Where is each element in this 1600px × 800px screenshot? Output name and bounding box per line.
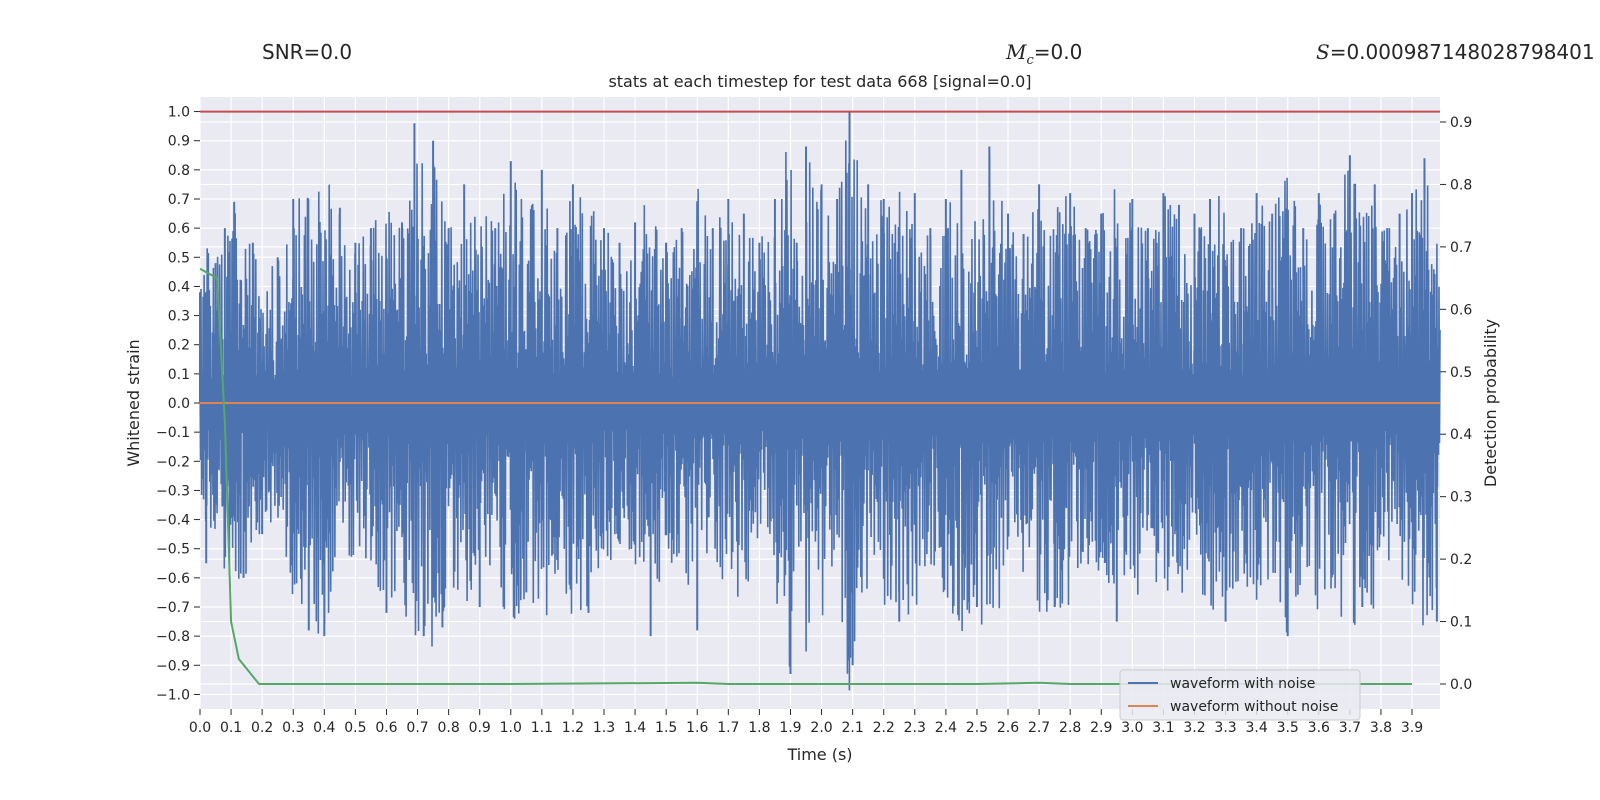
y-tick-label: −0.6 <box>156 571 190 587</box>
x-tick-label: 3.5 <box>1277 720 1299 736</box>
x-tick-label: 2.0 <box>810 720 832 736</box>
y2-tick-label: 0.5 <box>1450 365 1472 381</box>
y-tick-label: −1.0 <box>156 687 190 703</box>
x-tick-label: 0.8 <box>437 720 459 736</box>
legend: waveform with noise waveform without noi… <box>1119 669 1361 721</box>
x-tick-label: 2.5 <box>966 720 988 736</box>
y-axis-ticks: 1.0 0.9 0.8 0.7 0.6 0.5 0.4 0.3 0.2 0.1 0.0 −0.1 −0.… <box>156 105 200 703</box>
s-value: =0.000987148028798401 <box>1329 40 1595 64</box>
legend-label-clean: waveform without noise <box>1170 699 1338 715</box>
y2-tick-label: 0.3 <box>1450 490 1472 506</box>
y-tick-label: −0.4 <box>156 513 190 529</box>
y-tick-label: −0.8 <box>156 629 190 645</box>
y-tick-label: 0.8 <box>168 163 190 179</box>
x-tick-label: 2.3 <box>904 720 926 736</box>
y-tick-label: 0.0 <box>168 396 190 412</box>
x-tick-label: 1.2 <box>562 720 584 736</box>
y2-tick-label: 0.2 <box>1450 552 1472 568</box>
y-tick-label: 0.4 <box>168 279 190 295</box>
x-tick-label: 1.0 <box>500 720 522 736</box>
x-tick-label: 1.5 <box>655 720 677 736</box>
series-layer <box>199 110 1441 691</box>
chart-title: stats at each timestep for test data 668… <box>608 72 1031 91</box>
x-tick-label: 0.5 <box>344 720 366 736</box>
x-tick-label: 2.1 <box>841 720 863 736</box>
y-tick-label: 1.0 <box>168 105 190 121</box>
x-tick-label: 3.1 <box>1152 720 1174 736</box>
x-tick-label: 0.9 <box>469 720 491 736</box>
y-tick-label: 0.2 <box>168 338 190 354</box>
x-tick-label: 2.4 <box>935 720 957 736</box>
y-tick-label: 0.3 <box>168 309 190 325</box>
x-tick-label: 0.2 <box>251 720 273 736</box>
x-tick-label: 3.6 <box>1308 720 1330 736</box>
y2-tick-label: 0.8 <box>1450 177 1472 193</box>
y-tick-label: −0.7 <box>156 600 190 616</box>
x-tick-label: 0.3 <box>282 720 304 736</box>
y2-tick-label: 0.7 <box>1450 240 1472 256</box>
y-axis-label: Whitened strain <box>124 339 143 466</box>
y-tick-label: 0.5 <box>168 250 190 266</box>
y-tick-label: −0.1 <box>156 425 190 441</box>
y-tick-label: −0.5 <box>156 542 190 558</box>
chirp-mass-value: =0.0 <box>1033 40 1083 64</box>
x-tick-label: 1.6 <box>686 720 708 736</box>
s-label: S=0.000987148028798401 <box>1316 40 1595 64</box>
chirp-mass-subscript: c <box>1026 53 1034 68</box>
y-tick-label: 0.9 <box>168 134 190 150</box>
x-axis-ticks: 0.0 0.1 0.2 0.3 0.4 0.5 0.6 0.7 0.8 0.9 1.0 1.1 1.2 1… <box>189 709 1423 736</box>
x-tick-label: 3.8 <box>1370 720 1392 736</box>
x-tick-label: 2.7 <box>1028 720 1050 736</box>
x-tick-label: 3.9 <box>1401 720 1423 736</box>
chirp-mass-symbol: M <box>1006 40 1027 64</box>
y2-tick-label: 0.1 <box>1450 615 1472 631</box>
x-tick-label: 1.7 <box>717 720 739 736</box>
x-tick-label: 3.3 <box>1214 720 1236 736</box>
legend-box <box>1119 669 1361 721</box>
y-tick-label: −0.3 <box>156 483 190 499</box>
y-tick-label: −0.2 <box>156 454 190 470</box>
series-line-noise <box>199 140 1441 691</box>
snr-label: SNR=0.0 <box>262 40 353 64</box>
y-tick-label: 0.6 <box>168 221 190 237</box>
x-tick-label: 1.3 <box>593 720 615 736</box>
x-tick-label: 2.2 <box>873 720 895 736</box>
x-tick-label: 3.7 <box>1339 720 1361 736</box>
x-axis-label: Time (s) <box>786 745 852 764</box>
y2-tick-label: 0.6 <box>1450 302 1472 318</box>
legend-label-noise: waveform with noise <box>1170 676 1315 692</box>
y2-tick-label: 0.9 <box>1450 115 1472 131</box>
y2-axis-ticks: 0.9 0.8 0.7 0.6 0.5 0.4 0.3 0.2 0.1 0.0 <box>1440 115 1472 693</box>
x-tick-label: 0.6 <box>375 720 397 736</box>
x-tick-label: 0.4 <box>313 720 335 736</box>
s-symbol: S <box>1316 40 1330 64</box>
chirp-mass-label: Mc=0.0 <box>1006 40 1082 68</box>
x-tick-label: 1.4 <box>624 720 646 736</box>
x-tick-label: 1.8 <box>748 720 770 736</box>
x-tick-label: 3.4 <box>1246 720 1268 736</box>
y2-tick-label: 0.4 <box>1450 427 1472 443</box>
y2-axis-label: Detection probability <box>1481 319 1500 487</box>
x-tick-label: 2.8 <box>1059 720 1081 736</box>
x-tick-label: 2.6 <box>997 720 1019 736</box>
y-tick-label: 0.7 <box>168 192 190 208</box>
x-tick-label: 1.9 <box>779 720 801 736</box>
x-tick-label: 0.1 <box>220 720 242 736</box>
x-tick-label: 3.0 <box>1121 720 1143 736</box>
y-tick-label: −0.9 <box>156 658 190 674</box>
y-tick-label: 0.1 <box>168 367 190 383</box>
x-tick-label: 2.9 <box>1090 720 1112 736</box>
x-tick-label: 0.0 <box>189 720 211 736</box>
x-tick-label: 1.1 <box>531 720 553 736</box>
x-tick-label: 0.7 <box>406 720 428 736</box>
x-tick-label: 3.2 <box>1183 720 1205 736</box>
y2-tick-label: 0.0 <box>1450 677 1472 693</box>
